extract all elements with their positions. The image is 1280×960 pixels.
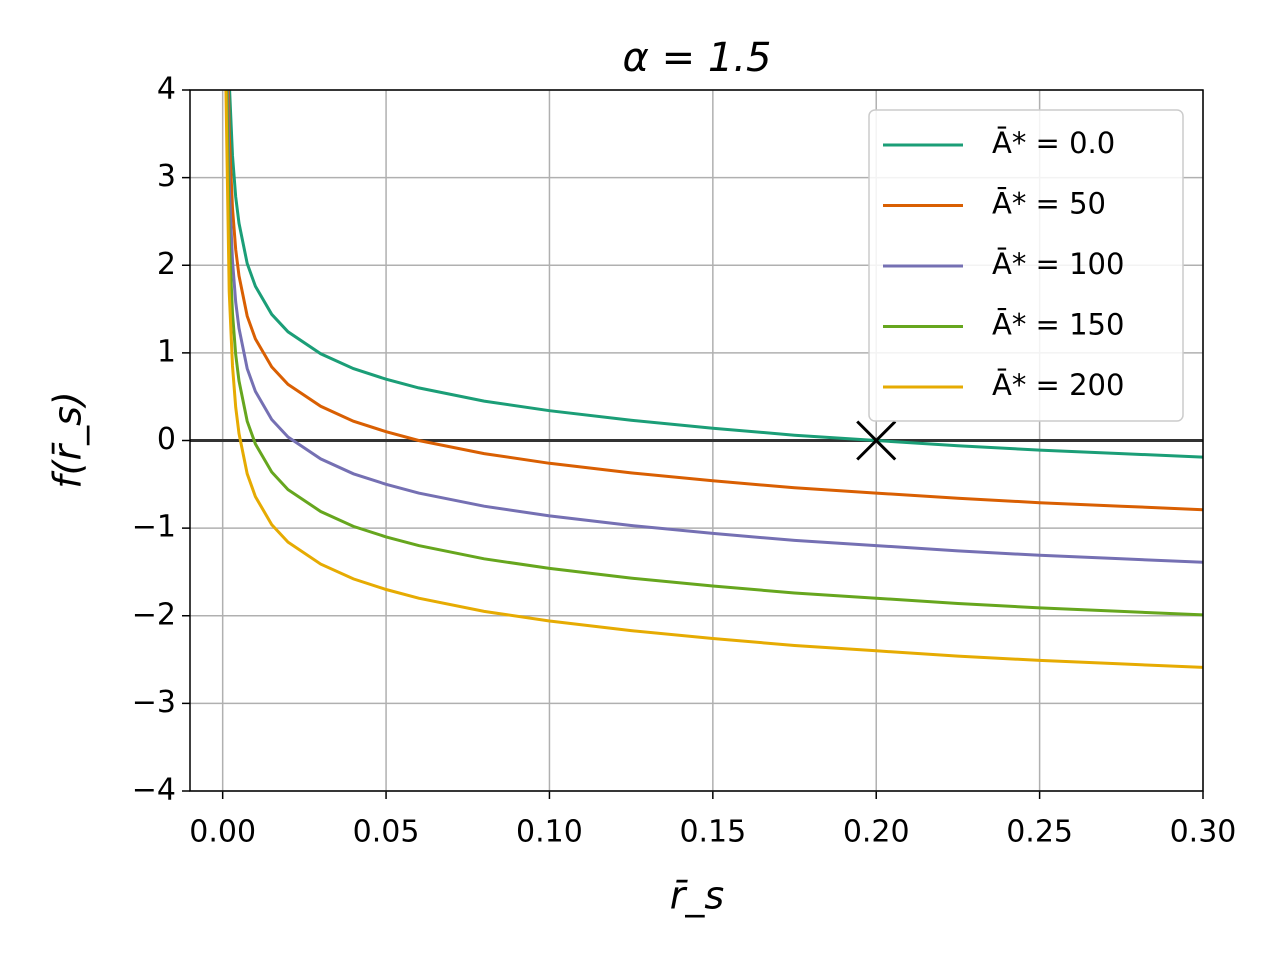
- y-tick-label: 2: [157, 247, 176, 282]
- chart-title: α = 1.5: [623, 35, 772, 81]
- y-axis-label: f(r̄_s): [46, 391, 90, 488]
- x-tick-label: 0.15: [679, 815, 746, 850]
- y-tick-label: −2: [132, 597, 176, 632]
- x-axis-label: r̄_s: [670, 874, 724, 918]
- x-tick-label: 0.20: [843, 815, 910, 850]
- y-tick-label: 0: [157, 422, 176, 457]
- y-tick-label: 3: [157, 159, 176, 194]
- legend-box: [868, 109, 1184, 422]
- axes-frame: [189, 89, 1204, 792]
- legend-label: Ā* = 0.0: [992, 126, 1115, 160]
- y-tick-label: −3: [132, 685, 176, 720]
- plot-area: [190, 90, 1203, 669]
- x-tick-label: 0.00: [189, 815, 256, 850]
- x-tick-label: 0.05: [353, 815, 420, 850]
- y-tick-label: 4: [157, 72, 176, 107]
- legend-label: Ā* = 50: [992, 187, 1106, 221]
- x-tick-label: 0.25: [1006, 815, 1073, 850]
- y-tick-label: 1: [157, 334, 176, 369]
- series-line: [225, 90, 1203, 617]
- x-tick-label: 0.10: [516, 815, 583, 850]
- series-line: [226, 90, 1203, 512]
- y-tick-label: −4: [132, 773, 176, 808]
- x-tick-label: 0.30: [1170, 815, 1237, 850]
- y-tick-label: −1: [132, 510, 176, 545]
- series-line: [228, 90, 1203, 459]
- legend-label: Ā* = 100: [992, 247, 1124, 281]
- series-line: [226, 90, 1203, 564]
- series-line: [224, 90, 1203, 669]
- legend-label: Ā* = 200: [992, 368, 1124, 402]
- x-marker: [856, 420, 897, 461]
- legend-label: Ā* = 150: [992, 308, 1124, 342]
